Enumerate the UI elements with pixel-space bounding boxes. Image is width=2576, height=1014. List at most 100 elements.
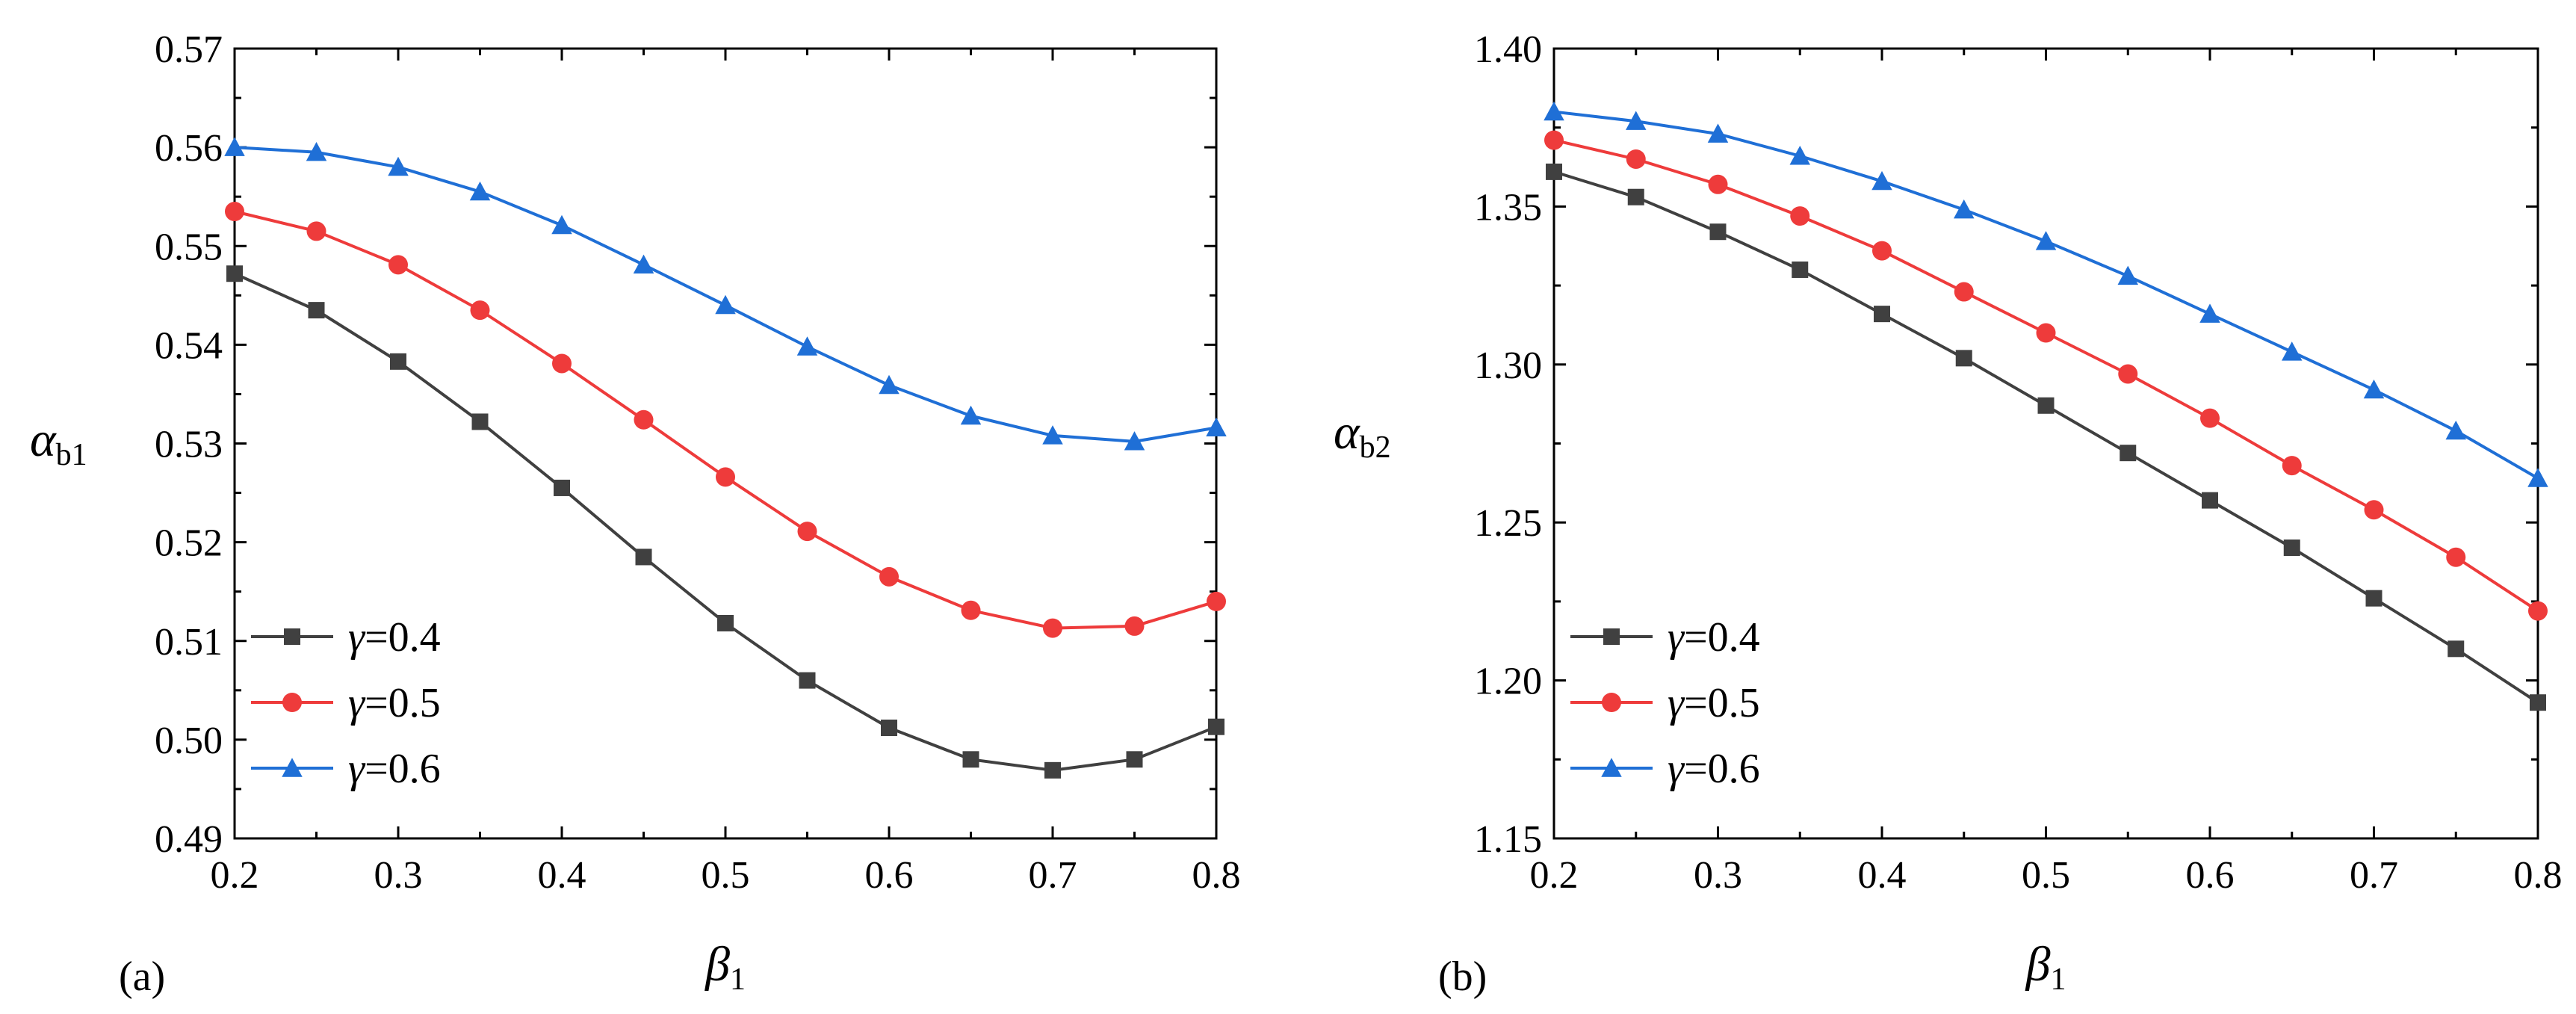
x-tick-label: 0.2 bbox=[1530, 854, 1579, 897]
marker-circle bbox=[1124, 616, 1145, 636]
legend-symbol: γ bbox=[348, 746, 366, 792]
marker-triangle bbox=[551, 214, 572, 235]
marker-triangle bbox=[1626, 111, 1647, 130]
x-tick-label: 0.8 bbox=[2514, 854, 2563, 897]
marker-square bbox=[1709, 223, 1727, 241]
y-tick-label: 0.55 bbox=[155, 226, 223, 268]
marker-circle bbox=[716, 467, 735, 487]
legend-symbol: γ bbox=[1668, 746, 1685, 792]
y-tick-label: 0.57 bbox=[155, 28, 223, 71]
marker-circle bbox=[879, 566, 899, 587]
marker-square bbox=[1955, 350, 1972, 367]
x-tick-label: 0.5 bbox=[702, 854, 750, 897]
x-tick-label: 0.7 bbox=[1029, 854, 1077, 897]
marker-circle bbox=[552, 353, 572, 374]
legend-symbol: γ bbox=[348, 614, 366, 661]
marker-circle bbox=[1708, 174, 1728, 194]
y-axis-title: αb1 bbox=[30, 412, 87, 472]
marker-triangle bbox=[2527, 468, 2548, 487]
series-gamma-0-4 bbox=[226, 265, 1224, 779]
x-tick-label: 0.3 bbox=[374, 854, 423, 897]
y-tick-label: 0.50 bbox=[155, 720, 223, 762]
marker-triangle bbox=[1206, 417, 1227, 437]
marker-circle bbox=[225, 202, 244, 222]
marker-square bbox=[635, 548, 652, 566]
marker-square bbox=[308, 302, 325, 319]
marker-circle bbox=[282, 693, 302, 712]
marker-square bbox=[2365, 590, 2383, 607]
marker-triangle bbox=[633, 254, 654, 274]
marker-circle bbox=[2446, 547, 2466, 567]
marker-circle bbox=[2364, 500, 2384, 520]
marker-circle bbox=[306, 221, 326, 241]
legend-entry: γ=0.6 bbox=[1570, 746, 1760, 792]
marker-square bbox=[471, 413, 489, 430]
legend-label: γ=0.4 bbox=[348, 614, 441, 661]
marker-circle bbox=[1043, 618, 1062, 638]
marker-square bbox=[2202, 492, 2218, 509]
marker-triangle bbox=[796, 336, 818, 356]
marker-square bbox=[1874, 306, 1890, 323]
x-tick-label: 0.2 bbox=[211, 854, 259, 897]
series-line bbox=[1553, 138, 2539, 613]
marker-triangle bbox=[2445, 420, 2466, 440]
marker-triangle bbox=[469, 181, 491, 201]
y-tick-label: 1.15 bbox=[1474, 818, 1542, 861]
legend-label: γ=0.6 bbox=[348, 746, 441, 792]
marker-triangle bbox=[2035, 231, 2057, 250]
marker-square bbox=[1044, 761, 1061, 779]
marker-triangle bbox=[2363, 379, 2385, 399]
marker-triangle bbox=[1789, 146, 1810, 165]
marker-triangle bbox=[715, 294, 736, 315]
marker-circle bbox=[1602, 693, 1621, 712]
legend-value: =0.6 bbox=[1684, 746, 1760, 792]
legend-value: =0.6 bbox=[365, 746, 441, 792]
marker-circle bbox=[2282, 456, 2302, 476]
marker-triangle bbox=[2199, 303, 2220, 323]
marker-circle bbox=[961, 600, 981, 620]
legend-value: =0.5 bbox=[365, 680, 441, 726]
y-axis-subscript: b1 bbox=[56, 438, 87, 472]
legend-symbol: γ bbox=[348, 680, 366, 726]
x-tick-label: 0.6 bbox=[865, 854, 914, 897]
marker-triangle bbox=[1601, 758, 1622, 777]
series-gamma-0-5 bbox=[225, 202, 1226, 638]
marker-circle bbox=[797, 522, 817, 542]
marker-square bbox=[390, 353, 406, 370]
y-tick-label: 0.53 bbox=[155, 424, 223, 466]
marker-square bbox=[2037, 397, 2055, 414]
marker-triangle bbox=[1042, 425, 1063, 445]
x-tick-label: 0.8 bbox=[1192, 854, 1241, 897]
x-tick-label: 0.6 bbox=[2186, 854, 2235, 897]
y-tick-label: 0.54 bbox=[155, 324, 223, 367]
y-tick-label: 1.25 bbox=[1474, 502, 1542, 545]
marker-square bbox=[799, 672, 816, 689]
marker-square bbox=[284, 628, 300, 645]
x-axis-subscript: 1 bbox=[2050, 962, 2066, 997]
marker-square bbox=[2283, 540, 2300, 557]
chart-panel-b: 0.2 0.3 0.4 0.5 0.6 0.7 0.8 1.15 1.20 1.25 1.30 1.3… bbox=[1334, 28, 2563, 1000]
marker-circle bbox=[2200, 408, 2220, 428]
series-line bbox=[234, 210, 1217, 630]
y-tick-label: 0.49 bbox=[155, 818, 223, 861]
y-tick-label: 1.40 bbox=[1474, 28, 1542, 71]
marker-triangle bbox=[388, 156, 409, 176]
marker-triangle bbox=[1954, 199, 1975, 219]
legend-value: =0.4 bbox=[365, 614, 441, 661]
y-tick-label: 0.52 bbox=[155, 522, 223, 565]
legend-label: γ=0.5 bbox=[1668, 680, 1760, 726]
series-gamma-0-6 bbox=[1544, 101, 2548, 487]
y-axis-symbol: α bbox=[1334, 405, 1360, 460]
y-tick-label: 1.20 bbox=[1474, 661, 1542, 703]
legend-label: γ=0.5 bbox=[348, 680, 441, 726]
marker-circle bbox=[1207, 591, 1226, 611]
marker-circle bbox=[2528, 601, 2548, 621]
y-axis-symbol: α bbox=[30, 412, 57, 467]
marker-triangle bbox=[282, 758, 303, 777]
y-tick-label: 1.35 bbox=[1474, 186, 1542, 229]
marker-square bbox=[2447, 640, 2465, 658]
marker-circle bbox=[1872, 241, 1892, 261]
legend-entry: γ=0.5 bbox=[1570, 680, 1760, 726]
marker-square bbox=[554, 479, 570, 496]
